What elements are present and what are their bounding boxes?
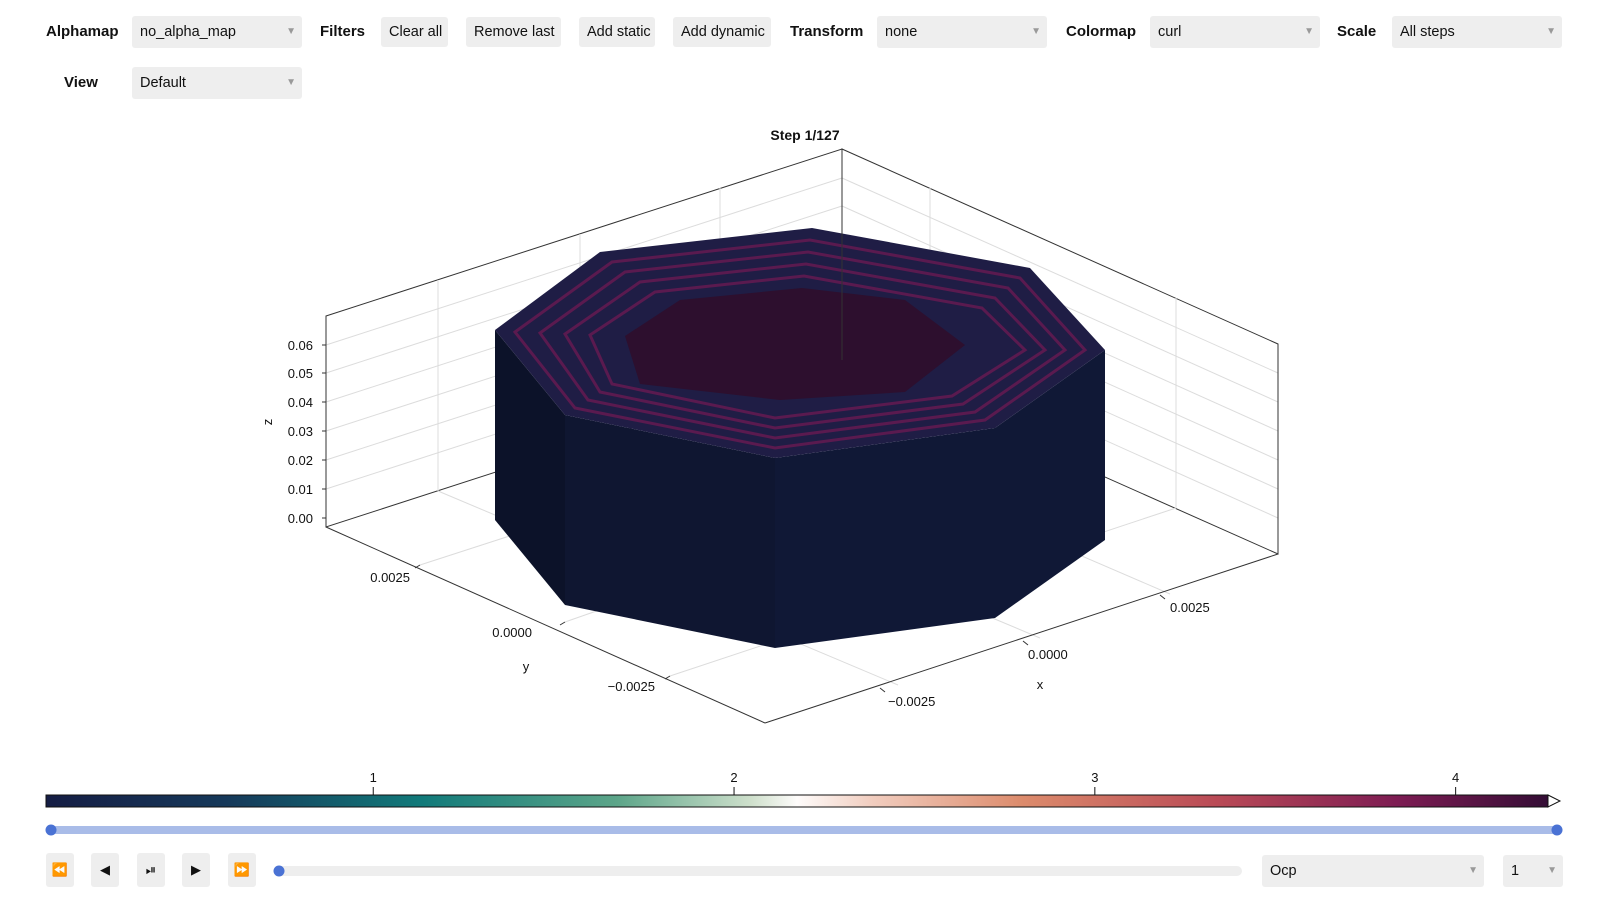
chevron-down-icon: ▼ [1547,865,1557,876]
ring-stripe [562,262,1048,430]
scale-value: All steps [1400,24,1455,40]
transform-select[interactable]: none ▼ [877,16,1047,48]
transform-label: Transform [790,23,864,40]
colormap-select[interactable]: curl ▼ [1150,16,1320,48]
chevron-down-icon: ▼ [286,77,296,88]
prism-top-inner [625,288,965,400]
view-label: View [64,74,98,91]
x-axis-label: x [1037,677,1044,692]
filters-label: Filters [320,23,366,40]
rewind-icon: ⏪ [51,862,69,877]
x-tick-label: −0.0025 [888,694,935,709]
colormap-label: Colormap [1066,23,1137,40]
colorbar-tick-label: 4 [1452,770,1459,785]
x-tick-label: 0.0000 [1028,647,1068,662]
x-tick-label: 0.0025 [1170,600,1210,615]
z-axis-label: z [260,419,275,426]
index-select[interactable]: 1 ▼ [1503,855,1563,887]
z-tick-label: 0.00 [288,511,313,526]
playback-slider[interactable] [273,865,1243,877]
chevron-down-icon: ▼ [1468,865,1478,876]
z-tick-marks [322,344,326,519]
z-tick-label: 0.01 [288,482,313,497]
play-button[interactable]: ▶ [182,853,210,887]
play-icon: ▶ [191,862,201,877]
range-slider-start-handle[interactable] [45,824,57,836]
step-back-button[interactable]: ◀ [91,853,119,887]
colorbar-gradient [45,794,1549,808]
z-tick-label: 0.06 [288,338,313,353]
range-slider[interactable] [45,824,1563,836]
colorbar-extend-arrow [1547,794,1562,808]
octagonal-prism [495,228,1105,648]
colorbar-tick-label: 3 [1091,770,1098,785]
floor-edge-front-right [764,553,1279,724]
ring-stripe [588,274,1028,420]
play-pause-button[interactable]: ⏯ [137,853,165,887]
plot-title: Step 1/127 [770,127,839,143]
playback-slider-handle[interactable] [273,865,285,877]
scale-select[interactable]: All steps ▼ [1392,16,1562,48]
step-back-icon: ◀ [100,862,110,877]
y-tick-marks [414,564,671,680]
variable-select[interactable]: Ocp ▼ [1262,855,1484,887]
rewind-button[interactable]: ⏪ [46,853,74,887]
x-tick-marks [879,594,1166,693]
view-value: Default [140,75,186,91]
fast-forward-icon: ⏩ [233,862,251,877]
prism-side-left [495,330,565,605]
prism-side-right [775,428,995,648]
y-tick-label: −0.0025 [608,679,655,694]
view-select[interactable]: Default ▼ [132,67,302,99]
remove-last-button[interactable]: Remove last [466,17,561,47]
clear-all-button[interactable]: Clear all [381,17,448,47]
chevron-down-icon: ▼ [1031,26,1041,37]
z-tick-label: 0.05 [288,366,313,381]
colorbar-tick-label: 1 [370,770,377,785]
add-dynamic-button[interactable]: Add dynamic [673,17,771,47]
y-axis-label: y [523,659,530,674]
ring-stripe [537,250,1068,440]
play-pause-icon: ⏯ [145,862,157,877]
range-slider-end-handle[interactable] [1551,824,1563,836]
add-static-button[interactable]: Add static [579,17,655,47]
alphamap-select[interactable]: no_alpha_map ▼ [132,16,302,48]
prism-side-far-right [995,350,1105,618]
y-tick-label: 0.0025 [370,570,410,585]
prism-side-front [565,415,775,648]
range-slider-track[interactable] [50,826,1558,834]
alphamap-label: Alphamap [46,23,119,40]
colorbar-tick-label: 2 [730,770,737,785]
fast-forward-button[interactable]: ⏩ [228,853,256,887]
z-tick-label: 0.04 [288,395,313,410]
alphamap-value: no_alpha_map [140,24,236,40]
colorbar: 1 2 3 4 [45,770,1562,808]
variable-value: Ocp [1270,863,1297,879]
chevron-down-icon: ▼ [1546,26,1556,37]
scale-label: Scale [1337,23,1377,40]
index-value: 1 [1511,863,1520,879]
y-tick-label: 0.0000 [492,625,532,640]
floor-edge-front-left [325,526,766,724]
chevron-down-icon: ▼ [286,26,296,37]
z-tick-label: 0.03 [288,424,313,439]
chevron-down-icon: ▼ [1304,26,1314,37]
colormap-value: curl [1158,24,1182,40]
z-tick-label: 0.02 [288,453,313,468]
playback-slider-track[interactable] [276,866,1242,876]
transform-value: none [885,24,918,40]
ring-stripe [512,238,1088,450]
